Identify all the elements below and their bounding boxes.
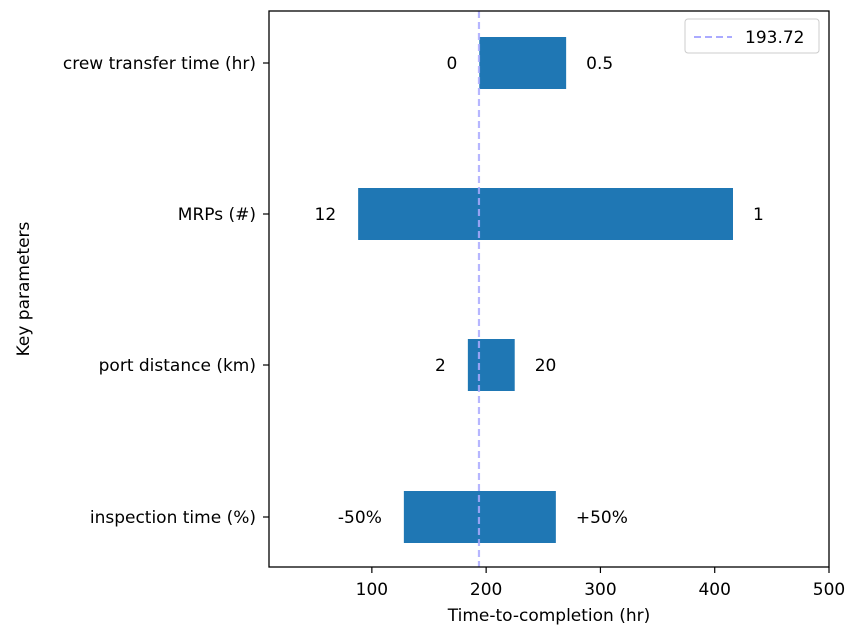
plot-background <box>269 11 829 567</box>
x-tick-label: 500 <box>813 580 845 600</box>
legend-entry-label: 193.72 <box>745 28 804 48</box>
x-axis: 100 200 300 400 500 <box>356 567 845 600</box>
bar-left-label: 12 <box>315 205 337 225</box>
y-axis: crew transfer time (hr) MRPs (#) port dist… <box>63 54 269 528</box>
x-tick-label: 400 <box>698 580 730 600</box>
y-axis-label: Key parameters <box>14 221 34 356</box>
y-tick-label: crew transfer time (hr) <box>63 54 256 74</box>
bar-labels-layer: 0 0.512 12 20-50% +50% <box>315 54 764 528</box>
plot-frame <box>268 10 830 568</box>
x-tick-label: 200 <box>470 580 502 600</box>
bar-right-label: 1 <box>753 205 764 225</box>
bar-left-label: 0 <box>446 54 457 74</box>
x-tick-label: 300 <box>584 580 616 600</box>
x-tick-label: 100 <box>356 580 388 600</box>
bar <box>358 188 733 240</box>
bar-right-label: +50% <box>576 508 628 528</box>
bar-right-label: 0.5 <box>586 54 613 74</box>
legend: 193.72 <box>684 18 820 54</box>
x-axis-label: Time-to-completion (hr) <box>447 606 651 626</box>
y-tick-label: port distance (km) <box>99 356 256 376</box>
legend-box <box>684 18 820 54</box>
bar-left-label: -50% <box>338 508 382 528</box>
bar <box>479 37 567 89</box>
bar-left-label: 2 <box>435 356 446 376</box>
bar <box>467 339 515 391</box>
bar-right-label: 20 <box>535 356 557 376</box>
y-tick-label: MRPs (#) <box>178 205 256 225</box>
y-tick-label: inspection time (%) <box>90 508 256 528</box>
